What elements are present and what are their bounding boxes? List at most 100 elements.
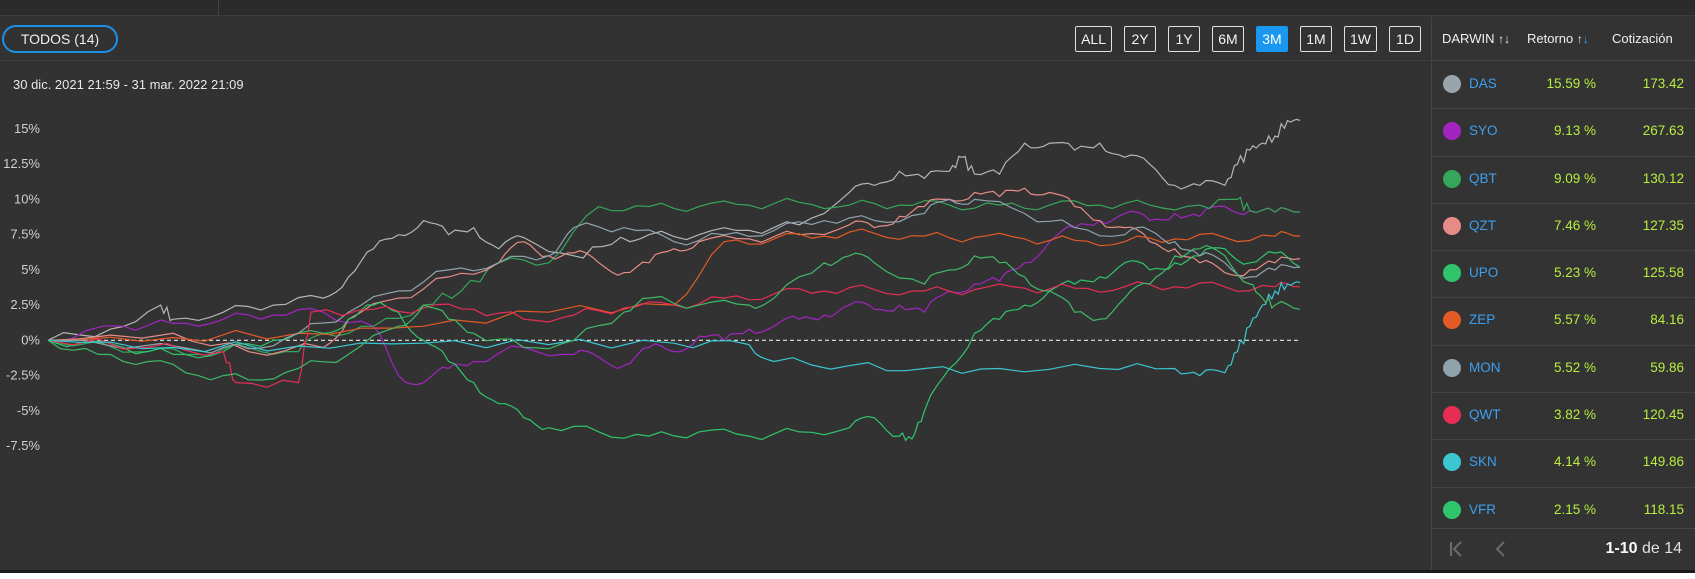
y-tick-label: 5%	[21, 262, 40, 277]
y-tick-label: 12.5%	[3, 156, 40, 171]
range-button-all[interactable]: ALL	[1075, 26, 1112, 52]
darwin-return: 5.52 %	[1553, 359, 1596, 375]
table-row[interactable]: SYO 9.13 % 267.63	[1432, 109, 1695, 157]
y-tick-label: 10%	[14, 191, 40, 206]
darwin-quote: 127.35	[1642, 217, 1684, 233]
sort-down-active-icon: ↓	[1582, 32, 1589, 46]
header-retorno[interactable]: Retorno ↑↓	[1527, 31, 1589, 46]
darwin-list: DAS 15.59 % 173.42 SYO 9.13 % 267.63 QBT 9.09 %…	[1432, 62, 1695, 535]
returns-chart[interactable]: 15% 12.5% 10% 7.5% 5% 2.5% 0% -2.5% -5% -7.5%	[0, 62, 1431, 570]
page-count: 1-10 de 14	[1605, 540, 1682, 558]
darwin-return: 15.59 %	[1546, 76, 1596, 91]
table-row[interactable]: UPO 5.23 % 125.58	[1432, 251, 1695, 299]
range-button-1d[interactable]: 1D	[1389, 26, 1421, 52]
y-tick-label: -2.5%	[6, 368, 40, 383]
series-color-dot-icon[interactable]	[1443, 358, 1461, 377]
series-line-zep[interactable]	[47, 228, 1301, 342]
darwin-name-link[interactable]: SKN	[1469, 454, 1497, 470]
series-color-dot-icon[interactable]	[1443, 216, 1461, 235]
darwin-quote: 130.12	[1642, 170, 1684, 186]
darwin-return: 3.82 %	[1553, 407, 1596, 423]
header-darwin[interactable]: DARWIN ↑↓	[1442, 31, 1510, 46]
series-line-vfr[interactable]	[47, 244, 1301, 381]
series-color-dot-icon[interactable]	[1443, 311, 1461, 330]
table-row[interactable]: ZEP 5.57 % 84.16	[1432, 298, 1695, 346]
darwin-name-link[interactable]: SYO	[1469, 123, 1498, 139]
table-row[interactable]: DAS 15.59 % 173.42	[1432, 62, 1695, 110]
top-strip	[0, 0, 1695, 16]
series-line-qwt[interactable]	[47, 281, 1301, 388]
darwin-return: 9.13 %	[1553, 123, 1596, 139]
pagination: 1-10 de 14	[1432, 528, 1695, 570]
sort-up-icon: ↑	[1576, 32, 1583, 46]
darwin-quote: 120.45	[1642, 407, 1684, 423]
series-color-dot-icon[interactable]	[1443, 169, 1461, 188]
returns-chart-svg: 15% 12.5% 10% 7.5% 5% 2.5% 0% -2.5% -5% -7.5%	[3, 118, 1301, 453]
chart-date-range: 30 dic. 2021 21:59 - 31 mar. 2022 21:09	[13, 77, 244, 92]
table-header: DARWIN ↑↓ Retorno ↑↓ Cotización	[1432, 17, 1695, 61]
darwin-quote: 59.86	[1650, 359, 1684, 375]
y-tick-label: 0%	[21, 332, 40, 347]
chart-toolbar: TODOS (14) ALL 2Y 1Y 6M 3M 1M 1W 1D	[0, 17, 1431, 61]
series-line-das[interactable]	[47, 118, 1301, 341]
range-button-2y[interactable]: 2Y	[1124, 26, 1156, 52]
darwin-quote: 267.63	[1642, 123, 1684, 139]
series-line-mon[interactable]	[47, 198, 1301, 354]
darwin-name-link[interactable]: MON	[1469, 359, 1501, 375]
darwin-name-link[interactable]: ZEP	[1469, 312, 1496, 328]
series-color-dot-icon[interactable]	[1443, 122, 1461, 141]
darwin-quote: 84.16	[1650, 312, 1684, 328]
time-range-selector: ALL 2Y 1Y 6M 3M 1M 1W 1D	[1075, 26, 1421, 52]
series-line-qbt[interactable]	[47, 196, 1301, 357]
range-button-1w[interactable]: 1W	[1344, 26, 1377, 52]
darwin-table-panel: DARWIN ↑↓ Retorno ↑↓ Cotización DAS 15.59…	[1431, 17, 1695, 570]
todos-filter-button[interactable]: TODOS (14)	[2, 25, 118, 53]
header-retorno-label: Retorno	[1527, 31, 1574, 46]
darwin-name-link[interactable]: UPO	[1469, 265, 1499, 281]
range-button-6m[interactable]: 6M	[1212, 26, 1244, 52]
darwin-quote: 173.42	[1642, 76, 1684, 91]
y-tick-label: 2.5%	[10, 297, 40, 312]
darwin-return: 2.15 %	[1553, 501, 1596, 517]
header-cotizacion[interactable]: Cotización	[1612, 31, 1673, 46]
y-tick-label: -5%	[17, 403, 41, 418]
y-tick-label: 15%	[14, 121, 40, 136]
table-row[interactable]: QWT 3.82 % 120.45	[1432, 393, 1695, 441]
series-line-qzt[interactable]	[47, 187, 1301, 356]
darwin-name-link[interactable]: VFR	[1469, 501, 1496, 517]
table-row[interactable]: VFR 2.15 % 118.15	[1432, 488, 1695, 535]
darwin-name-link[interactable]: QWT	[1469, 407, 1501, 423]
darwin-return: 9.09 %	[1553, 170, 1596, 186]
darwin-name-link[interactable]: QZT	[1469, 217, 1496, 233]
series-color-dot-icon[interactable]	[1443, 453, 1461, 472]
table-row[interactable]: SKN 4.14 % 149.86	[1432, 440, 1695, 488]
series-color-dot-icon[interactable]	[1443, 406, 1461, 425]
y-tick-label: 7.5%	[10, 227, 40, 242]
bottom-bar	[0, 570, 1695, 579]
darwin-return: 5.23 %	[1553, 265, 1596, 281]
darwin-return: 7.46 %	[1553, 217, 1596, 233]
previous-page-icon[interactable]	[1490, 538, 1512, 560]
darwin-quote: 125.58	[1642, 265, 1684, 281]
top-strip-divider	[218, 0, 219, 16]
series-line-skn[interactable]	[47, 281, 1301, 377]
series-color-dot-icon[interactable]	[1443, 264, 1461, 283]
range-button-3m[interactable]: 3M	[1256, 26, 1288, 52]
range-button-1y[interactable]: 1Y	[1168, 26, 1200, 52]
table-row[interactable]: QZT 7.46 % 127.35	[1432, 204, 1695, 252]
table-row[interactable]: MON 5.52 % 59.86	[1432, 346, 1695, 394]
darwin-name-link[interactable]: QBT	[1469, 170, 1497, 186]
darwin-return: 4.14 %	[1553, 454, 1596, 470]
series-color-dot-icon[interactable]	[1443, 75, 1461, 93]
series-color-dot-icon[interactable]	[1443, 500, 1461, 519]
series-line-syo[interactable]	[47, 205, 1301, 386]
range-button-1m[interactable]: 1M	[1300, 26, 1332, 52]
page-total: de 14	[1641, 540, 1682, 557]
darwin-quote: 118.15	[1643, 501, 1684, 517]
sort-arrows-icon: ↑↓	[1498, 32, 1511, 46]
table-row[interactable]: QBT 9.09 % 130.12	[1432, 157, 1695, 204]
y-tick-label: -7.5%	[6, 438, 40, 453]
first-page-icon[interactable]	[1446, 538, 1468, 560]
darwin-name-link[interactable]: DAS	[1469, 76, 1497, 91]
